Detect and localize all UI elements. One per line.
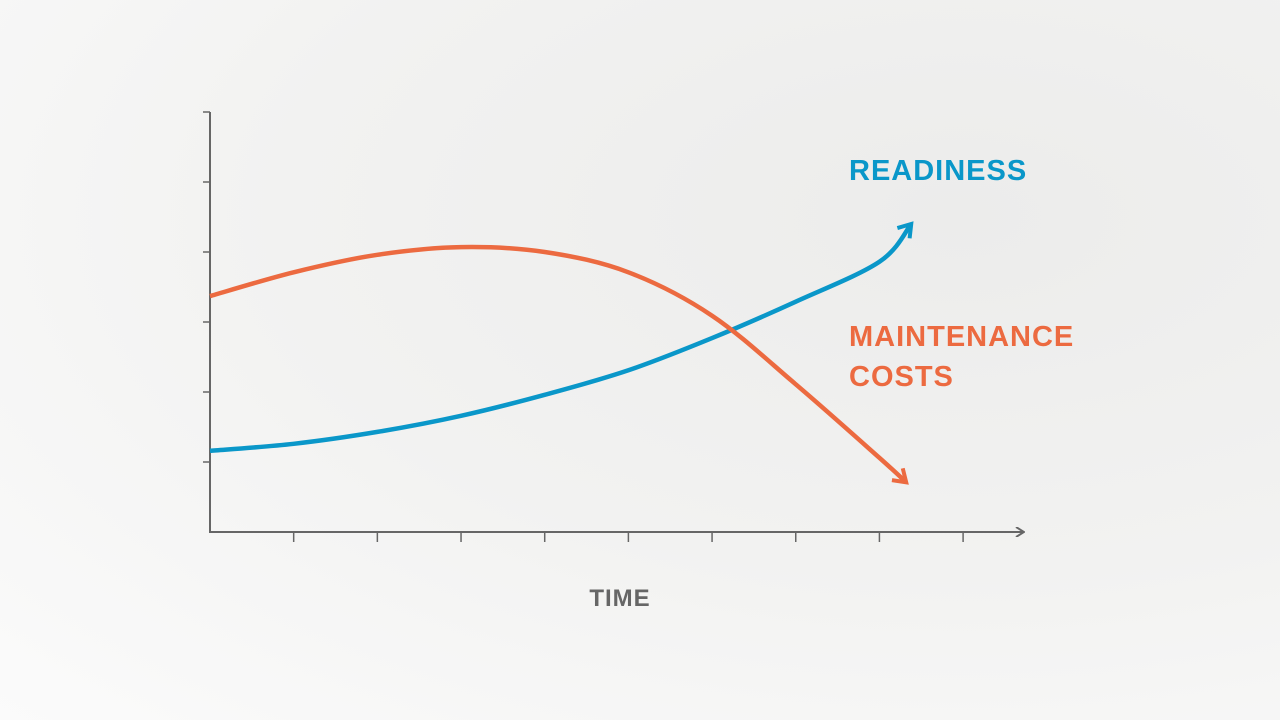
series-label: READINESS [849,155,1028,187]
x-axis-label: TIME [589,585,651,612]
series-label: MAINTENANCE COSTS [849,321,1075,393]
series-line [209,221,914,454]
series-line [209,244,909,485]
